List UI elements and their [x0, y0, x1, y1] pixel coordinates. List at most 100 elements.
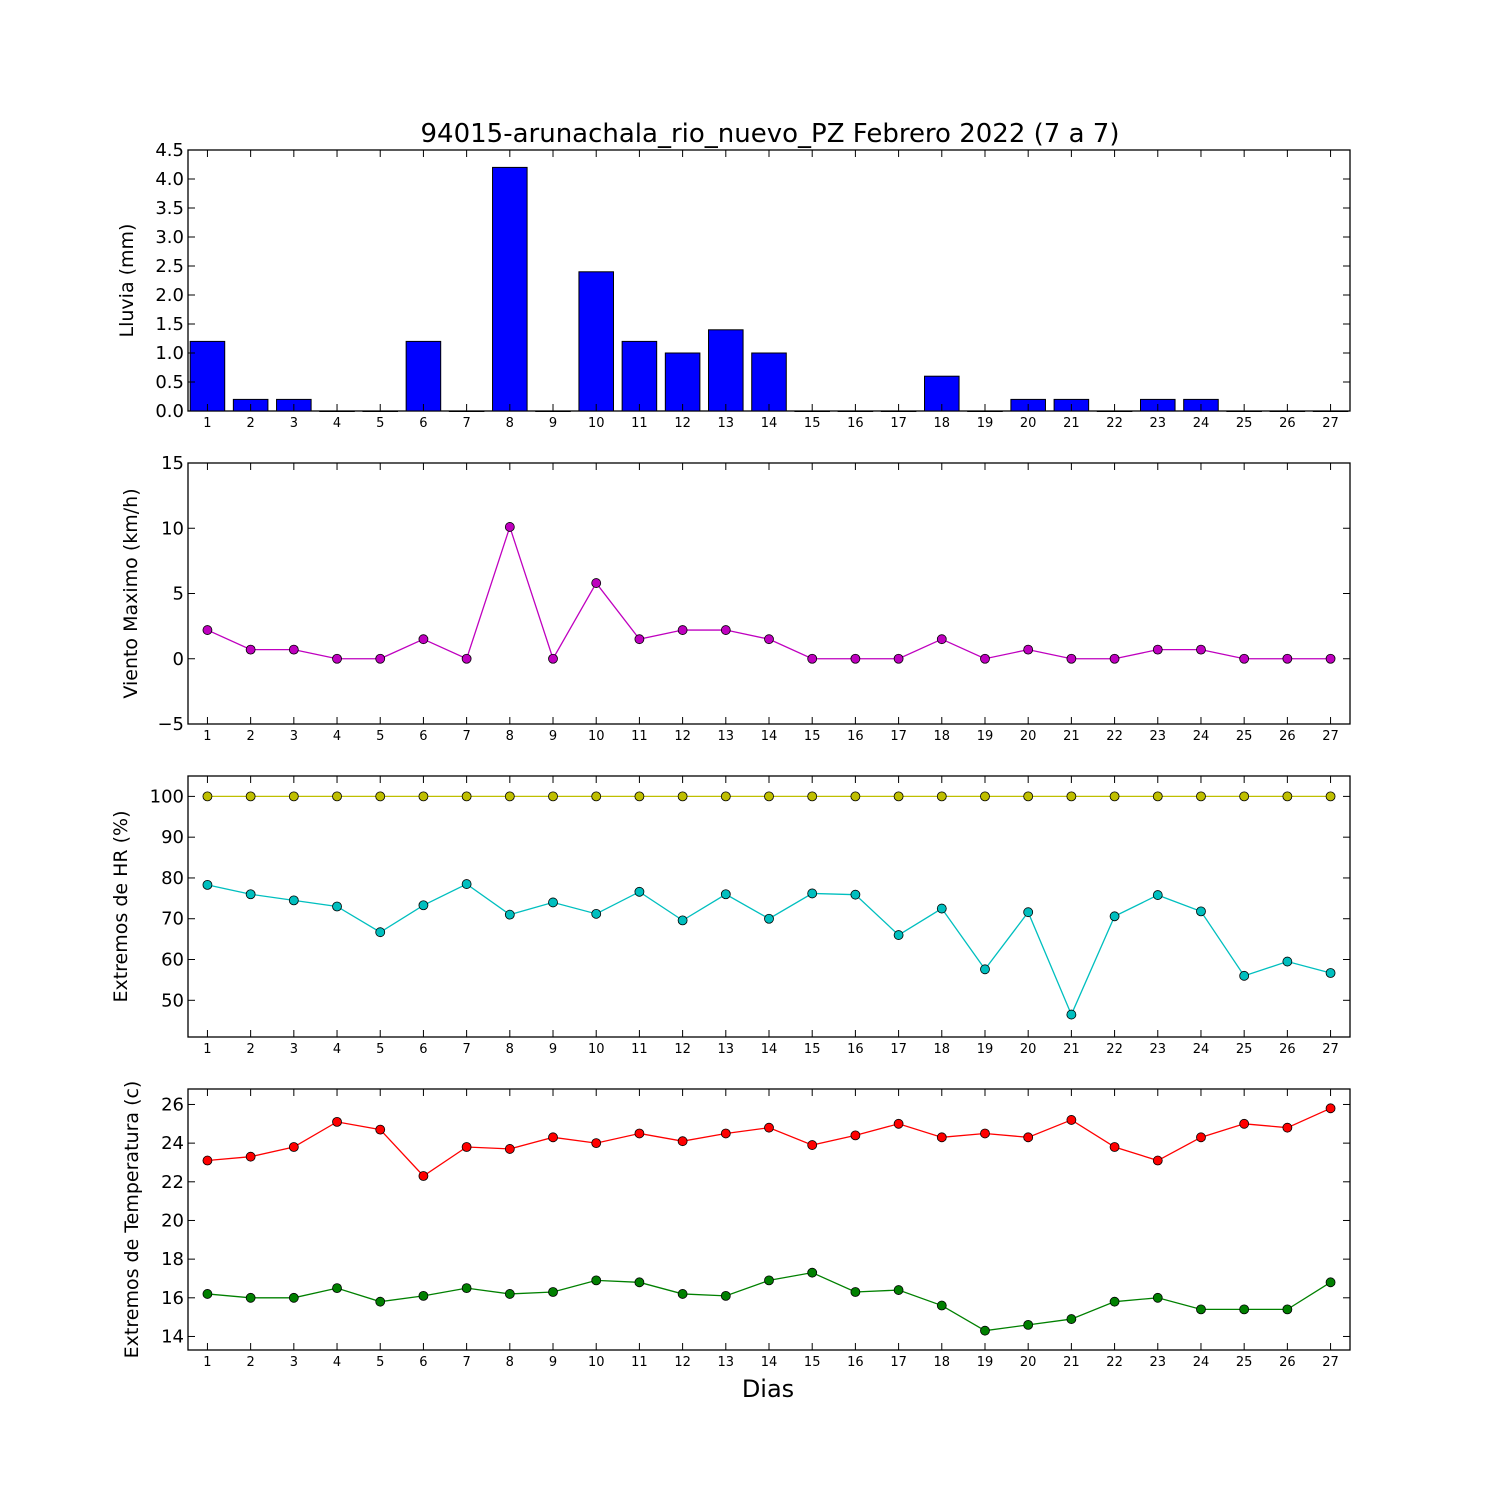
- panel-1: 0.00.51.01.52.02.53.03.54.04.51 2 3 4 5 6 7 8 9 1…: [116, 140, 1351, 431]
- x-tick-label: 6: [419, 416, 427, 431]
- data-point: [1152, 1292, 1163, 1303]
- bar: [967, 410, 1003, 412]
- x-tick-label: 7: [462, 416, 470, 431]
- data-point: [375, 791, 386, 802]
- x-tick-label: 5: [376, 416, 384, 431]
- data-point: [1066, 1009, 1077, 1020]
- bar: [405, 340, 442, 412]
- bar: [880, 410, 917, 412]
- y-axis-label: Lluvia (mm): [116, 224, 138, 338]
- x-tick-label: 7: [462, 729, 470, 744]
- x-tick-label: 8: [506, 416, 514, 431]
- x-tick-label: 9: [549, 1355, 557, 1370]
- x-tick-label: 18: [934, 1355, 951, 1370]
- data-point: [1109, 791, 1120, 802]
- x-tick-label: 13: [718, 729, 735, 744]
- x-tick-label: 27: [1322, 1355, 1339, 1370]
- x-tick-label: 26: [1279, 729, 1296, 744]
- data-point: [807, 653, 818, 664]
- x-tick-label: 26: [1279, 416, 1296, 431]
- data-point: [1325, 791, 1336, 802]
- data-point: [288, 644, 299, 655]
- bar: [319, 410, 355, 412]
- x-tick-label: 7: [462, 1355, 470, 1370]
- y-tick-label: 26: [161, 1094, 184, 1115]
- data-point: [850, 653, 861, 664]
- data-point: [461, 879, 472, 889]
- x-tick-label: 12: [674, 1355, 691, 1370]
- y-tick-label: 0.0: [155, 401, 184, 422]
- x-tick-label: 24: [1193, 729, 1210, 744]
- x-tick-label: 22: [1106, 416, 1123, 431]
- y-tick-label: 4.5: [155, 140, 184, 161]
- x-tick-label: 23: [1149, 729, 1166, 744]
- x-tick-label: 25: [1236, 416, 1253, 431]
- data-point: [332, 791, 342, 802]
- y-tick-label: 16: [161, 1288, 184, 1309]
- bar: [837, 410, 874, 412]
- data-point: [850, 1130, 861, 1141]
- data-point: [461, 1283, 472, 1294]
- data-point: [720, 791, 731, 802]
- bar: [535, 410, 571, 412]
- y-tick-label: 24: [161, 1133, 184, 1154]
- data-point: [288, 1292, 299, 1303]
- x-tick-label: 5: [376, 729, 384, 744]
- bar: [492, 166, 528, 412]
- data-point: [677, 1136, 688, 1147]
- x-tick-label: 4: [333, 729, 341, 744]
- data-point: [764, 1122, 774, 1133]
- y-tick-label: 3.0: [155, 227, 184, 248]
- data-point: [245, 644, 256, 655]
- data-point: [332, 901, 342, 912]
- data-point: [1152, 1155, 1163, 1166]
- data-point: [1282, 653, 1293, 664]
- x-tick-label: 20: [1020, 1355, 1037, 1370]
- data-point: [1239, 970, 1250, 981]
- x-tick-label: 17: [890, 416, 907, 431]
- x-tick-label: 16: [847, 416, 864, 431]
- x-tick-label: 15: [804, 1355, 821, 1370]
- data-point: [332, 653, 342, 664]
- x-tick-label: 11: [631, 729, 648, 744]
- bar: [1226, 410, 1262, 412]
- x-tick-label: 20: [1020, 416, 1037, 431]
- data-point: [980, 791, 990, 802]
- x-tick-label: 1: [203, 416, 211, 431]
- data-point: [1282, 1122, 1293, 1133]
- data-point: [418, 791, 429, 802]
- data-point: [936, 791, 947, 802]
- x-tick-label: 27: [1322, 729, 1339, 744]
- y-tick-label: 0.5: [155, 372, 184, 393]
- x-tick-label: 24: [1193, 1042, 1210, 1057]
- data-point: [418, 900, 429, 911]
- x-tick-label: 14: [761, 1042, 778, 1057]
- data-point: [245, 889, 256, 900]
- bar: [448, 410, 485, 412]
- data-point: [893, 930, 904, 940]
- data-point: [1282, 791, 1293, 802]
- data-point: [634, 886, 645, 897]
- data-point: [1239, 1118, 1250, 1129]
- x-tick-label: 11: [631, 416, 648, 431]
- x-tick-label: 6: [419, 729, 427, 744]
- data-point: [980, 1128, 990, 1139]
- x-tick-label: 25: [1236, 1355, 1253, 1370]
- data-point: [1023, 1319, 1034, 1330]
- x-tick-label: 3: [290, 729, 298, 744]
- bar: [1096, 410, 1133, 412]
- data-point: [1066, 1115, 1077, 1125]
- data-point: [548, 1132, 558, 1143]
- data-point: [936, 1132, 947, 1143]
- data-point: [1066, 791, 1077, 802]
- data-point: [720, 1290, 731, 1301]
- x-tick-label: 4: [333, 416, 341, 431]
- data-point: [1152, 791, 1163, 802]
- data-point: [850, 791, 861, 802]
- bar: [664, 352, 701, 412]
- data-point: [720, 625, 731, 635]
- x-tick-label: 27: [1322, 1042, 1339, 1057]
- y-tick-label: 22: [161, 1172, 184, 1193]
